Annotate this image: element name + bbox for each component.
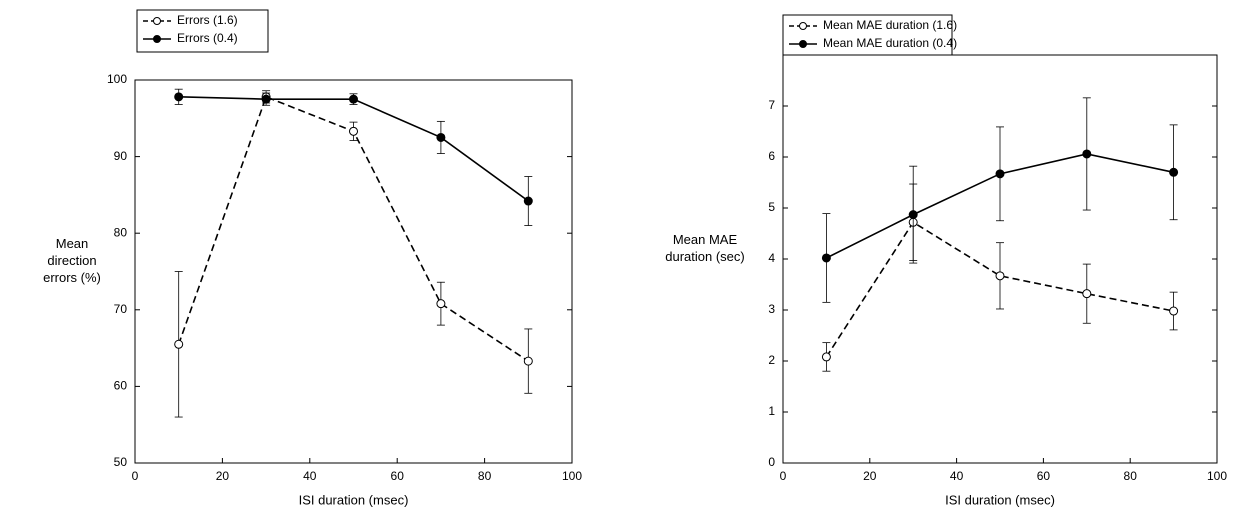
y-tick-label: 60 — [114, 379, 128, 393]
y-tick-label: 5 — [768, 200, 775, 214]
x-tick-label: 80 — [478, 469, 492, 483]
x-tick-label: 0 — [132, 469, 139, 483]
legend-marker — [153, 17, 161, 25]
legend-box — [136, 9, 269, 53]
x-tick-label: 60 — [1037, 469, 1051, 483]
plot-frame — [134, 79, 573, 464]
y-tick-label: 70 — [114, 302, 128, 316]
x-tick-label: 40 — [950, 469, 964, 483]
y-tick-label: 1 — [768, 404, 775, 418]
x-tick-label: 100 — [1207, 469, 1227, 483]
x-tick-label: 20 — [216, 469, 230, 483]
y-tick-label: 0 — [768, 455, 775, 469]
point — [1082, 149, 1092, 159]
x-axis-label: ISI duration (msec) — [299, 492, 409, 507]
point — [995, 271, 1005, 281]
y-axis-label: errors (%) — [43, 270, 101, 285]
y-tick-label: 50 — [114, 455, 128, 469]
legend-marker — [153, 35, 161, 43]
legend-marker — [799, 22, 807, 30]
x-tick-label: 20 — [863, 469, 877, 483]
x-tick-label: 60 — [391, 469, 405, 483]
y-tick-label: 80 — [114, 225, 128, 239]
point — [1169, 167, 1179, 177]
point — [523, 196, 533, 206]
y-tick-label: 2 — [768, 353, 775, 367]
point — [349, 94, 358, 104]
point — [174, 339, 184, 349]
point — [261, 94, 271, 104]
point — [995, 169, 1005, 179]
legend-label: Mean MAE duration (1.6) — [823, 18, 957, 32]
legend-label: Errors (0.4) — [177, 31, 238, 45]
series-line — [825, 221, 1174, 358]
point — [436, 299, 446, 309]
y-axis-label: Mean — [56, 236, 89, 251]
y-tick-label: 4 — [768, 251, 775, 265]
x-axis-label: ISI duration (msec) — [945, 492, 1055, 507]
point — [349, 126, 358, 136]
legend-label: Errors (1.6) — [177, 13, 238, 27]
x-tick-label: 80 — [1124, 469, 1138, 483]
y-tick-label: 90 — [114, 149, 128, 163]
y-axis-label: duration (sec) — [665, 249, 744, 264]
legend-label: Mean MAE duration (0.4) — [823, 36, 957, 50]
series-line — [178, 96, 529, 202]
x-tick-label: 40 — [303, 469, 317, 483]
y-tick-label: 100 — [107, 72, 127, 86]
point — [174, 92, 184, 102]
y-tick-label: 3 — [768, 302, 775, 316]
legend-marker — [799, 40, 807, 48]
y-axis-label: Mean MAE — [673, 232, 738, 247]
point — [821, 253, 831, 263]
point — [1169, 306, 1179, 316]
y-tick-label: 7 — [768, 98, 775, 112]
x-tick-label: 0 — [780, 469, 787, 483]
y-tick-label: 6 — [768, 149, 775, 163]
point — [1082, 289, 1092, 299]
point — [436, 132, 446, 142]
point — [523, 356, 533, 366]
legend-box — [782, 14, 953, 56]
point — [908, 210, 918, 220]
x-tick-label: 100 — [562, 469, 582, 483]
y-axis-label: direction — [47, 253, 96, 268]
point — [821, 352, 831, 362]
